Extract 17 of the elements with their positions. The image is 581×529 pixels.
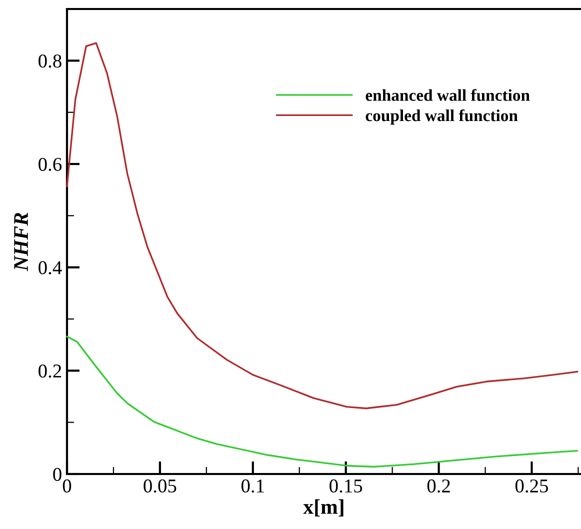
x-tick-label: 0.2 [427, 479, 450, 493]
x-tick-label: 0.25 [515, 479, 548, 493]
x-axis-title: x[m] [303, 499, 344, 517]
y-axis-title: NHFR [14, 212, 28, 272]
y-tick-label: 0 [53, 468, 62, 481]
x-tick-label: 0.15 [330, 479, 362, 493]
y-tick-label: 0.6 [38, 158, 62, 172]
y-tick-label: 0.8 [38, 54, 62, 68]
y-tick-label: 0.4 [38, 261, 62, 274]
y-tick-label: 0.2 [38, 364, 62, 378]
legend-label: enhanced wall function [366, 89, 530, 101]
line-series [66, 336, 578, 468]
x-tick-label: 0 [62, 479, 72, 493]
line-series [66, 42, 578, 410]
x-tick-label: 0.05 [144, 479, 176, 493]
x-tick-label: 0.1 [241, 479, 264, 493]
legend-label: coupled wall function [366, 109, 518, 125]
